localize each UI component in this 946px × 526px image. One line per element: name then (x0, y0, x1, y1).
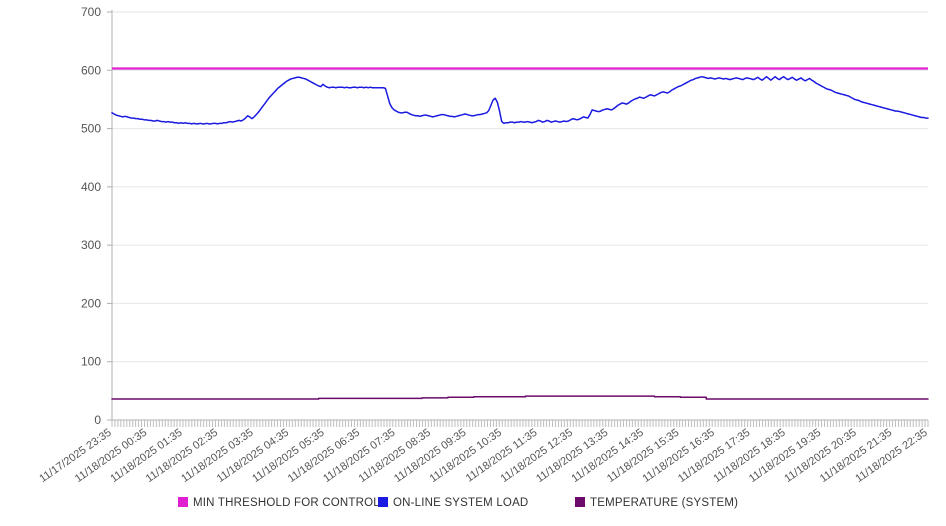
legend-swatch (378, 497, 388, 507)
grid-lines (112, 11, 928, 421)
y-tick-label: 100 (81, 355, 101, 369)
y-tick-label: 600 (81, 63, 101, 77)
y-tick-label: 200 (81, 296, 101, 310)
y-tick-label: 500 (81, 122, 101, 136)
y-tick-label: 0 (94, 413, 101, 427)
legend-item-label[interactable]: MIN THRESHOLD FOR CONTROL (193, 497, 380, 509)
y-tick-label: 300 (81, 238, 101, 252)
legend-swatch (178, 497, 188, 507)
x-axis (111, 419, 929, 427)
chart-legend[interactable]: MIN THRESHOLD FOR CONTROL ON-LINE SYSTEM … (178, 497, 738, 509)
series-line (111, 395, 929, 400)
y-tick-label: 700 (81, 5, 101, 19)
y-axis: 0 100 200 300 400 500 600 700 (81, 5, 113, 427)
legend-item-label[interactable]: ON-LINE SYSTEM LOAD (393, 497, 528, 509)
y-tick-label: 400 (81, 180, 101, 194)
legend-item-label[interactable]: TEMPERATURE (SYSTEM) (590, 497, 738, 509)
series-line (111, 75, 929, 125)
legend-swatch (575, 497, 585, 507)
plot-series (111, 67, 929, 400)
